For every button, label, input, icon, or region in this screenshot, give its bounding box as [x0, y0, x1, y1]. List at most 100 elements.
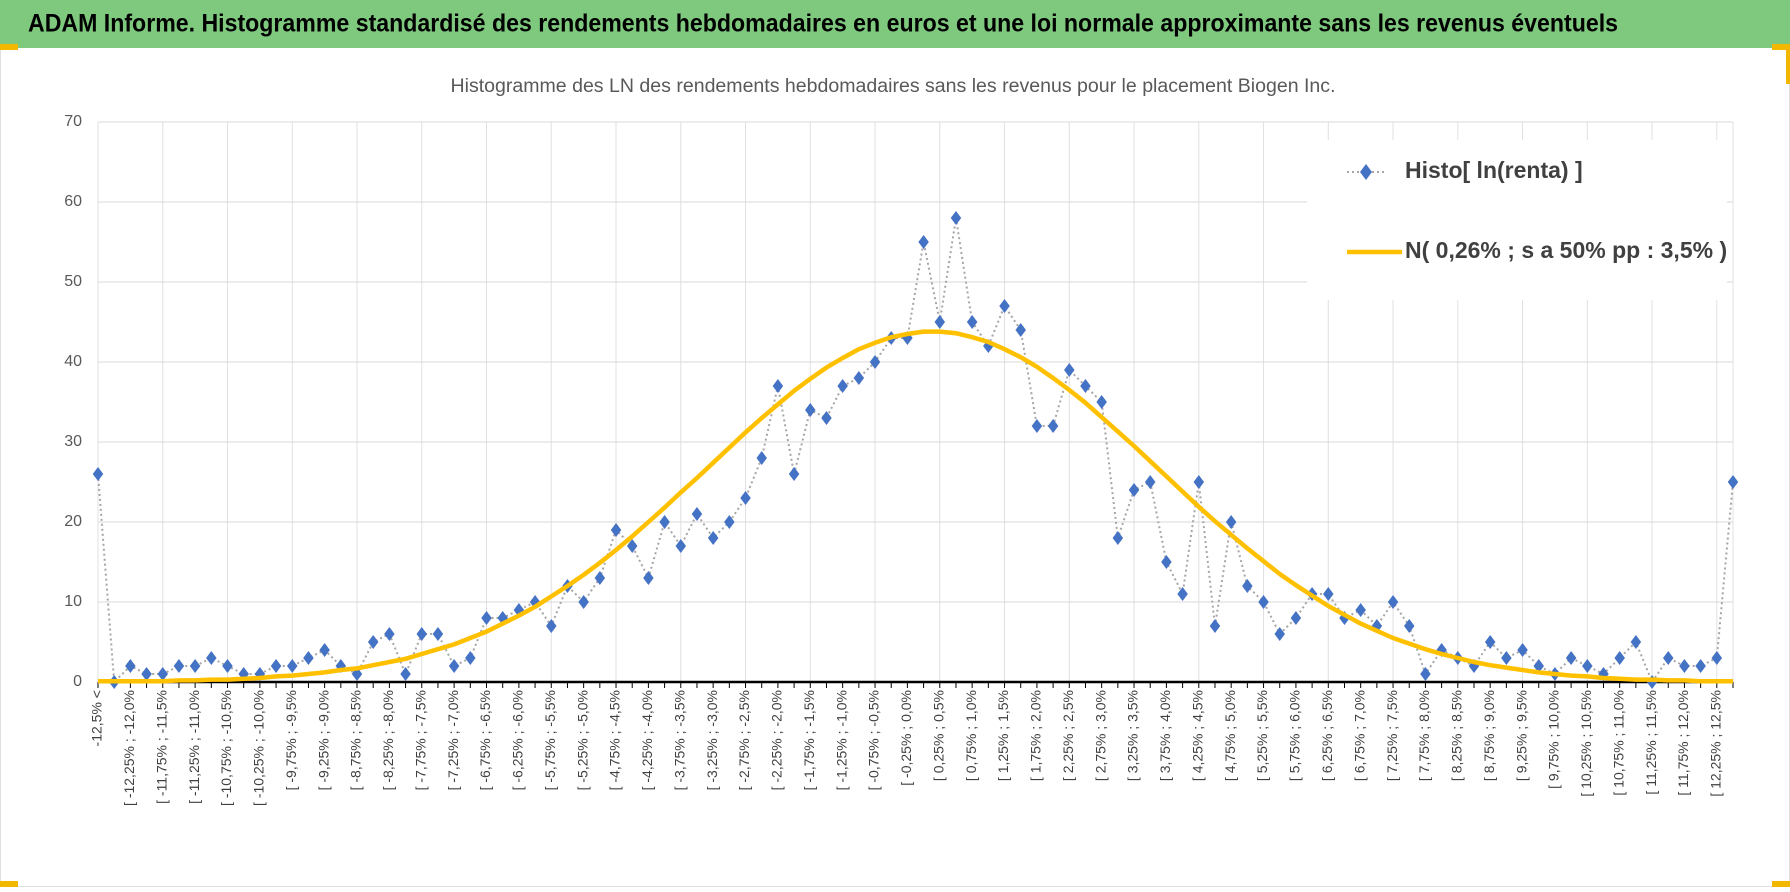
- header-bar: [0, 0, 1790, 48]
- x-tick-label: [ 5,75% ; 6,0%: [1287, 690, 1303, 781]
- marker: [1727, 475, 1739, 489]
- marker: [1355, 603, 1366, 617]
- x-tick-label: [ -0,25% ; 0,0%: [898, 690, 914, 786]
- x-tick-label: [ 10,25% ; 10,5%: [1578, 690, 1594, 797]
- marker: [1274, 627, 1285, 641]
- legend-box: [1307, 140, 1727, 300]
- y-tick-label: 50: [64, 273, 82, 290]
- marker: [189, 659, 201, 673]
- marker: [821, 411, 832, 425]
- marker: [950, 211, 962, 225]
- marker: [756, 451, 767, 465]
- x-tick-label: [ -9,25% ; -9,0%: [315, 690, 331, 790]
- x-tick-label: [ -6,75% ; -6,5%: [477, 690, 493, 790]
- marker: [400, 667, 411, 681]
- x-tick-label: [ -8,25% ; -8,0%: [380, 690, 396, 790]
- marker: [1128, 483, 1140, 497]
- marker: [918, 235, 929, 249]
- x-tick-label: [ -5,75% ; -5,5%: [542, 690, 558, 790]
- x-tick-label: [ 5,25% ; 5,5%: [1254, 690, 1270, 781]
- corner: [1772, 881, 1790, 887]
- marker: [1193, 475, 1205, 489]
- x-tick-label: [ -10,75% ; -10,5%: [218, 690, 234, 806]
- marker: [1144, 475, 1156, 489]
- marker: [626, 539, 638, 553]
- marker: [1387, 595, 1399, 609]
- x-tick-label: [ -3,75% ; -3,5%: [671, 690, 687, 790]
- marker: [416, 627, 428, 641]
- x-tick-label: [ -7,75% ; -7,5%: [412, 690, 428, 790]
- x-tick-label: [ 4,25% ; 4,5%: [1189, 690, 1205, 781]
- marker: [724, 515, 735, 529]
- marker: [1080, 379, 1091, 393]
- marker: [222, 659, 233, 673]
- marker: [1484, 635, 1496, 649]
- marker: [675, 539, 687, 553]
- x-tick-label: [ 9,25% ; 9,5%: [1513, 690, 1529, 781]
- marker: [465, 651, 476, 665]
- x-tick-label: [ 6,75% ; 7,0%: [1351, 690, 1367, 781]
- y-tick-label: 30: [64, 433, 82, 450]
- x-tick-label: [ 10,75% ; 11,0%: [1610, 690, 1626, 796]
- x-tick-label: [ 11,25% ; 11,5%: [1643, 690, 1659, 795]
- marker: [546, 619, 557, 633]
- marker: [707, 531, 719, 545]
- x-tick-label: [ -2,75% ; -2,5%: [736, 690, 752, 790]
- marker: [1403, 619, 1415, 633]
- x-tick-label: [ -7,25% ; -7,0%: [445, 690, 461, 790]
- marker: [1695, 659, 1706, 673]
- marker: [1582, 659, 1593, 673]
- curve: [98, 329, 1733, 684]
- marker: [1517, 643, 1528, 657]
- x-tick-label: [ -1,25% ; -1,0%: [833, 690, 849, 790]
- header-title: ADAM Informe. Histogramme standardisé de…: [28, 10, 1618, 38]
- marker: [1225, 515, 1237, 529]
- x-tick-label: [ -6,25% ; -6,0%: [510, 690, 526, 790]
- x-tick-label: [ 3,75% ; 4,0%: [1157, 690, 1173, 781]
- marker: [1630, 635, 1642, 649]
- marker: [92, 467, 104, 481]
- y-tick-label: 0: [73, 673, 82, 690]
- x-tick-label: [ 4,75% ; 5,0%: [1222, 690, 1238, 781]
- y-tick-label: 60: [64, 193, 82, 210]
- marker: [1679, 659, 1690, 673]
- marker: [805, 403, 816, 417]
- marker: [1177, 587, 1188, 601]
- legend-label: N( 0,26% ; s a 50% pp : 3,5% ): [1405, 237, 1727, 263]
- x-tick-label: [ 9,75% ; 10,0%: [1546, 690, 1562, 789]
- marker: [1614, 651, 1625, 665]
- marker: [1112, 531, 1124, 545]
- marker: [206, 651, 217, 665]
- x-tick-label: [ -12,25% ; -12,0%: [121, 690, 137, 806]
- marker: [1096, 395, 1107, 409]
- marker: [691, 507, 703, 521]
- marker: [869, 355, 881, 369]
- marker: [173, 659, 185, 673]
- x-tick-label: [ -10,25% ; -10,0%: [251, 690, 267, 806]
- marker: [125, 659, 136, 673]
- x-tick-label: [ 1,75% ; 2,0%: [1028, 690, 1044, 781]
- marker: [367, 635, 379, 649]
- marker: [319, 643, 330, 657]
- marker: [1533, 659, 1544, 673]
- x-tick-label: [ -1,75% ; -1,5%: [801, 690, 817, 790]
- corner: [1786, 44, 1790, 84]
- marker: [643, 571, 654, 585]
- marker: [1420, 667, 1431, 681]
- marker: [999, 299, 1010, 313]
- x-tick-label: [ 0,75% ; 1,0%: [963, 690, 979, 781]
- marker: [659, 515, 670, 529]
- marker: [1323, 587, 1334, 601]
- x-tick-label: [ -11,75% ; -11,5%: [153, 690, 169, 804]
- x-tick-label: [ 2,25% ; 2,5%: [1060, 690, 1076, 781]
- marker: [837, 379, 848, 393]
- corner: [0, 44, 18, 50]
- x-tick-label: [ -11,25% ; -11,0%: [186, 690, 202, 804]
- marker: [481, 611, 492, 625]
- corner: [1772, 44, 1790, 50]
- marker: [788, 467, 800, 481]
- legend-label: Histo[ ln(renta) ]: [1405, 157, 1583, 183]
- x-tick-label: [ -0,75% ; -0,5%: [866, 690, 882, 790]
- x-tick-label: [ 7,75% ; 8,0%: [1416, 690, 1432, 781]
